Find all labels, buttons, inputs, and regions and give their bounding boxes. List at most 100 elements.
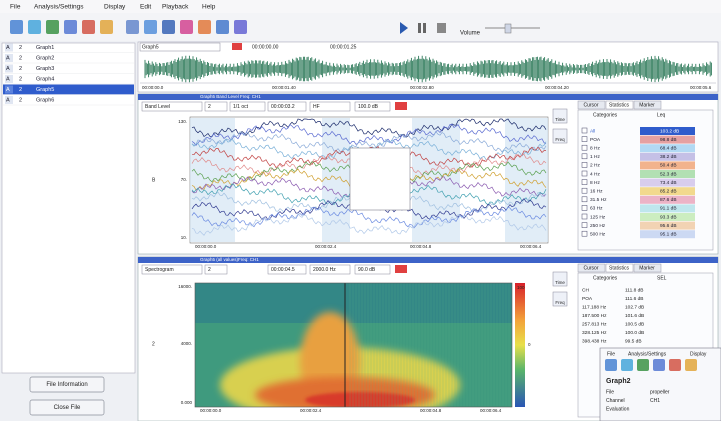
control-value[interactable]: 100.0 dB: [358, 104, 379, 110]
toolbar-button[interactable]: [198, 20, 211, 34]
toolbar-button[interactable]: [28, 20, 41, 34]
value: 85.2 dB: [660, 188, 677, 194]
tab-label[interactable]: Statistics: [609, 265, 630, 271]
toolbar-button[interactable]: [234, 20, 247, 34]
toolbar-button[interactable]: [82, 20, 95, 34]
control-value[interactable]: Spectrogram: [145, 267, 174, 273]
toolbar-button[interactable]: [180, 20, 193, 34]
control-value[interactable]: 2: [208, 104, 211, 110]
value: 52.3 dB: [660, 171, 677, 177]
checkbox[interactable]: [582, 231, 587, 236]
toolbar-button[interactable]: [637, 359, 649, 371]
side-button-label[interactable]: Freq: [555, 300, 565, 305]
category: 328.125 Hz: [582, 330, 607, 336]
file-name[interactable]: Graph6: [36, 97, 54, 103]
control-value[interactable]: 1/1 oct: [233, 104, 249, 110]
toolbar-button[interactable]: [621, 359, 633, 371]
toolbar-button[interactable]: [100, 20, 113, 34]
category: 1 Hz: [590, 154, 600, 160]
toolbar-button[interactable]: [126, 20, 139, 34]
category: 187.500 Hz: [582, 313, 607, 319]
toolbar-button[interactable]: [46, 20, 59, 34]
pause-button[interactable]: [418, 23, 421, 33]
file-name[interactable]: Graph2: [36, 55, 54, 61]
checkbox[interactable]: [582, 214, 587, 219]
toolbar-button[interactable]: [216, 20, 229, 34]
toolbar-button[interactable]: [64, 20, 77, 34]
tab-label[interactable]: Cursor: [583, 102, 598, 108]
value: 101.6 dB: [625, 313, 644, 319]
menu-item[interactable]: Playback: [162, 4, 189, 11]
toolbar-button[interactable]: [685, 359, 697, 371]
menu-item[interactable]: File: [607, 351, 615, 357]
category: 31.5 Hz: [590, 197, 607, 203]
checkbox[interactable]: [582, 145, 587, 150]
file-name[interactable]: Graph3: [36, 66, 54, 72]
side-button-label[interactable]: Time: [555, 280, 565, 285]
control-value[interactable]: 90.0 dB: [358, 267, 376, 273]
toolbar-button[interactable]: [653, 359, 665, 371]
column-header: Categories: [593, 112, 618, 118]
tab-label[interactable]: Marker: [639, 265, 655, 271]
value: 102.7 dB: [625, 304, 644, 310]
menu-item[interactable]: Display: [104, 4, 126, 11]
checkbox[interactable]: [582, 171, 587, 176]
menu-item[interactable]: Edit: [140, 4, 151, 11]
checkbox[interactable]: [582, 197, 587, 202]
time-label: 00:00:01.40: [272, 85, 296, 90]
control-value[interactable]: 2000.0 Hz: [313, 267, 336, 273]
file-name[interactable]: Graph5: [36, 87, 54, 93]
checkbox[interactable]: [582, 223, 587, 228]
file-channel: 2: [19, 97, 22, 103]
tab-label[interactable]: Cursor: [583, 265, 598, 271]
x-axis-label: 00:00:00.0: [200, 408, 222, 413]
side-button-label[interactable]: Freq: [555, 137, 565, 142]
x-axis-label: 00:00:06.4: [520, 244, 542, 249]
y-axis-label: 130.: [178, 119, 187, 124]
value: 95.1 dB: [660, 231, 677, 237]
field-value: CH1: [650, 398, 660, 404]
checkbox[interactable]: [582, 162, 587, 167]
file-name[interactable]: Graph1: [36, 45, 54, 51]
toolbar-button[interactable]: [144, 20, 157, 34]
category: 4 Hz: [590, 171, 600, 177]
toolbar-button[interactable]: [605, 359, 617, 371]
toolbar-button[interactable]: [162, 20, 175, 34]
checkbox[interactable]: [582, 180, 587, 185]
tab-label[interactable]: Marker: [639, 102, 655, 108]
heat-region: [305, 392, 415, 408]
checkbox[interactable]: [582, 137, 587, 142]
control-value[interactable]: HF: [313, 104, 320, 110]
control-value[interactable]: 00:00:03.2: [271, 104, 295, 110]
menu-item[interactable]: Display: [690, 351, 707, 357]
button-label[interactable]: File Information: [46, 382, 87, 388]
menu-item[interactable]: File: [10, 4, 21, 11]
file-channel: 2: [19, 45, 22, 51]
x-axis-label: 00:00:02.4: [315, 244, 337, 249]
file-type: A: [6, 45, 10, 51]
time-label: 00:00:05.6: [690, 85, 712, 90]
checkbox[interactable]: [582, 188, 587, 193]
menu-item[interactable]: Analysis/Settings: [34, 4, 84, 11]
tab-label[interactable]: Statistics: [609, 102, 630, 108]
pause-button[interactable]: [423, 23, 426, 33]
field-value: propeller: [650, 389, 670, 395]
volume-thumb[interactable]: [505, 24, 511, 33]
toolbar-button[interactable]: [10, 20, 23, 34]
toolbar-button[interactable]: [669, 359, 681, 371]
side-button-label[interactable]: Time: [555, 117, 565, 122]
stop-button[interactable]: [437, 23, 446, 33]
checkbox[interactable]: [582, 128, 587, 133]
column-header: Categories: [593, 275, 618, 281]
menu-item[interactable]: Analysis/Settings: [628, 351, 667, 357]
control-value[interactable]: Band Level: [145, 104, 170, 110]
x-axis-label: 00:00:04.8: [410, 244, 432, 249]
control-value[interactable]: 2: [208, 267, 211, 273]
file-name[interactable]: Graph4: [36, 76, 54, 82]
menu-item[interactable]: Help: [202, 4, 216, 11]
checkbox[interactable]: [582, 205, 587, 210]
button-label[interactable]: Close File: [54, 405, 81, 411]
value: 68.4 dB: [660, 145, 677, 151]
control-value[interactable]: 00:00:04.5: [271, 267, 295, 273]
checkbox[interactable]: [582, 154, 587, 159]
